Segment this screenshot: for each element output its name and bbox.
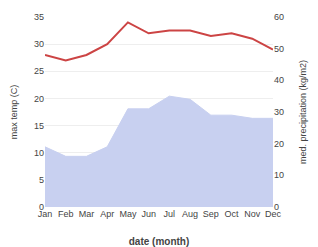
svg-text:Sep: Sep [203, 209, 219, 219]
svg-text:25: 25 [34, 66, 44, 76]
svg-text:30: 30 [34, 39, 44, 49]
svg-text:35: 35 [34, 12, 44, 22]
svg-text:Nov: Nov [244, 209, 261, 219]
svg-text:Mar: Mar [79, 209, 95, 219]
svg-text:May: May [119, 209, 137, 219]
svg-text:Jun: Jun [141, 209, 156, 219]
svg-text:Aug: Aug [182, 209, 198, 219]
svg-text:20: 20 [274, 139, 284, 149]
svg-text:50: 50 [274, 44, 284, 54]
svg-text:Oct: Oct [225, 209, 240, 219]
svg-text:date (month): date (month) [129, 236, 190, 247]
svg-text:0: 0 [39, 202, 44, 212]
svg-text:med. precipitation (kg/m2): med. precipitation (kg/m2) [298, 60, 308, 164]
svg-text:60: 60 [274, 12, 284, 22]
svg-text:5: 5 [39, 175, 44, 185]
svg-text:40: 40 [274, 75, 284, 85]
svg-text:Apr: Apr [100, 209, 114, 219]
svg-text:15: 15 [34, 121, 44, 131]
svg-text:0: 0 [274, 202, 279, 212]
svg-text:Feb: Feb [58, 209, 74, 219]
svg-text:Jan: Jan [38, 209, 53, 219]
svg-text:max temp (C): max temp (C) [9, 85, 19, 140]
svg-text:10: 10 [274, 170, 284, 180]
svg-text:Jul: Jul [164, 209, 176, 219]
svg-text:30: 30 [274, 107, 284, 117]
svg-text:Dec: Dec [265, 209, 282, 219]
svg-text:10: 10 [34, 148, 44, 158]
svg-text:20: 20 [34, 94, 44, 104]
